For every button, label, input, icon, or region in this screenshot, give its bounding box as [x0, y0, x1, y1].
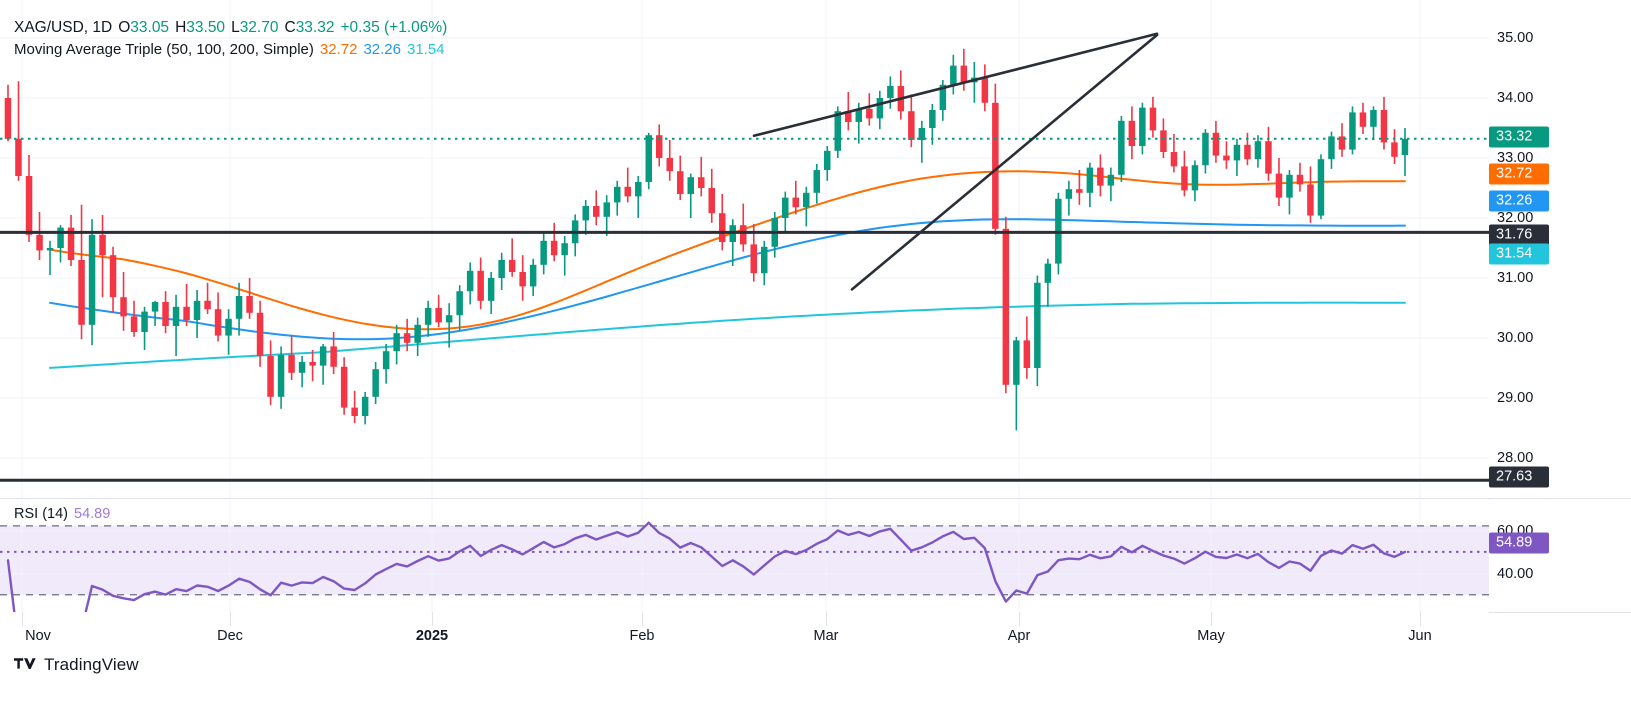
rsi-label: RSI (14)	[14, 506, 68, 522]
time-axis-separator-6	[1211, 612, 1212, 626]
rsi-current-value: 54.89	[74, 506, 111, 522]
ma100-badge[interactable]: 32.26	[1489, 190, 1549, 212]
time-axis-label-apr: Apr	[1007, 628, 1031, 644]
rsi-value-badge[interactable]: 54.89	[1489, 532, 1549, 554]
time-axis-label-feb: Feb	[629, 628, 655, 644]
price-axis-tick-2: 33.00	[1497, 150, 1534, 166]
price-axis-tick-1: 34.00	[1497, 90, 1534, 106]
support-low-badge[interactable]: 27.63	[1489, 466, 1549, 488]
price-axis-tick-3: 32.00	[1497, 210, 1534, 226]
time-axis-label-jun: Jun	[1408, 628, 1432, 644]
time-axis-separator-1	[230, 612, 231, 626]
time-axis-separator-0	[22, 612, 23, 626]
rsi-axis-tick-1: 40.00	[1497, 566, 1534, 582]
time-axis-separator-4	[826, 612, 827, 626]
last-price-badge[interactable]: 33.32	[1489, 126, 1549, 148]
price-axis-tick-5: 30.00	[1497, 330, 1534, 346]
tradingview-logo-icon	[14, 658, 36, 669]
tradingview-wordmark: TradingView	[44, 655, 139, 674]
price-axis-tick-4: 31.00	[1497, 270, 1534, 286]
time-axis-separator-7	[1420, 612, 1421, 626]
rsi-legend: RSI (14) 54.89	[14, 506, 110, 522]
time-axis-separator-2	[432, 612, 433, 626]
rsi-indicator-pane[interactable]	[0, 500, 1489, 612]
price-axis-tick-6: 29.00	[1497, 390, 1534, 406]
time-axis-label-may: May	[1197, 628, 1225, 644]
rsi-axis[interactable]: 60.00 40.00 54.89	[1489, 500, 1631, 612]
tradingview-branding: TradingView	[14, 655, 139, 675]
ma200-badge[interactable]: 31.54	[1489, 243, 1549, 265]
time-axis-separator-5	[1019, 612, 1020, 626]
price-axis[interactable]: 35.00 34.00 33.00 32.00 31.00 30.00 29.00 28.00…	[1489, 0, 1631, 498]
price-axis-tick-0: 35.00	[1497, 30, 1534, 46]
time-axis-label-2025: 2025	[415, 628, 449, 644]
time-axis[interactable]: Nov Dec 2025 Feb Mar Apr May Jun	[0, 612, 1489, 658]
time-axis-label-nov: Nov	[25, 628, 51, 644]
time-axis-label-dec: Dec	[217, 628, 243, 644]
time-axis-separator-3	[642, 612, 643, 626]
price-axis-tick-7: 28.00	[1497, 450, 1534, 466]
support-line-badge[interactable]: 31.76	[1489, 224, 1549, 246]
price-chart-pane[interactable]	[0, 0, 1489, 498]
pane-divider	[0, 498, 1631, 499]
time-axis-label-mar: Mar	[813, 628, 839, 644]
ma50-badge[interactable]: 32.72	[1489, 163, 1549, 185]
